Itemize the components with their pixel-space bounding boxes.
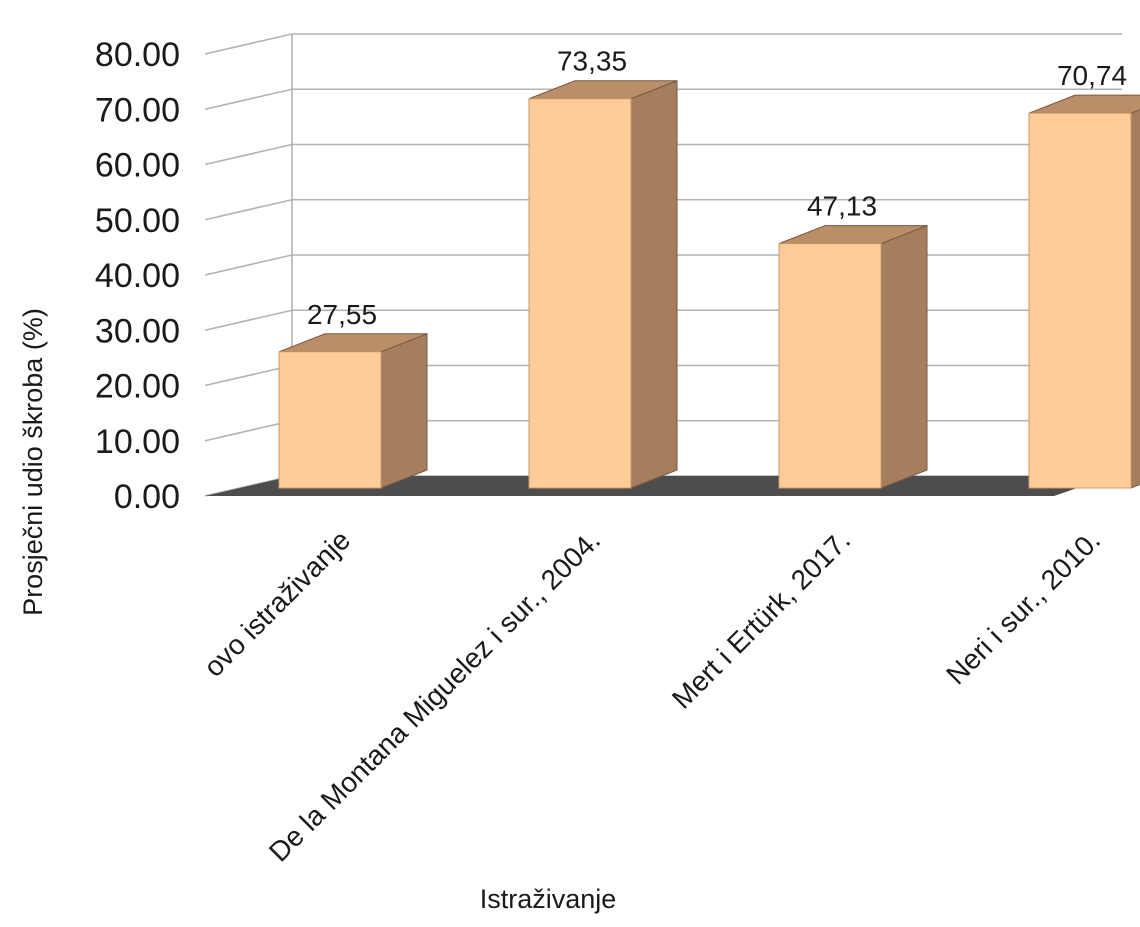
bar-top-face (1028, 94, 1140, 114)
gridline (204, 33, 1122, 55)
x-tick-label: ovo istraživanje (198, 524, 356, 682)
y-tick-label: 10.00 (95, 423, 180, 461)
bar (278, 351, 382, 489)
x-tick-label: Mert i Ertürk, 2017. (666, 524, 856, 714)
y-tick-label: 20.00 (95, 368, 180, 406)
y-tick-label: 80.00 (95, 36, 180, 74)
data-label: 47,13 (807, 191, 877, 222)
y-axis-title: Prosječni udio škroba (%) (18, 308, 48, 616)
data-labels: 27,55 73,35 47,13 70,74 (307, 46, 1127, 330)
y-tick-label: 40.00 (95, 257, 180, 295)
y-tick-label: 30.00 (95, 312, 180, 350)
data-label: 73,35 (557, 46, 627, 77)
bar-side-face (630, 80, 678, 489)
bar (528, 98, 632, 489)
y-tick-label: 0.00 (114, 478, 180, 516)
x-tick-label: Neri i sur., 2010. (940, 524, 1106, 690)
y-tick-labels: 0.00 10.00 20.00 30.00 40.00 50.00 60.00 70.00 8… (95, 36, 180, 516)
y-tick-label: 60.00 (95, 147, 180, 185)
bar-side-face (880, 224, 928, 489)
bars (278, 80, 1140, 489)
y-tick-label: 70.00 (95, 91, 180, 129)
y-tick-label: 50.00 (95, 202, 180, 240)
data-label: 70,74 (1057, 60, 1127, 91)
bar (1028, 112, 1132, 489)
bar (778, 243, 882, 489)
gridlines (204, 33, 1122, 497)
bar-side-face (1130, 109, 1140, 489)
data-label: 27,55 (307, 299, 377, 330)
bar-side-face (380, 333, 428, 489)
x-axis-title: Istraživanje (480, 884, 617, 914)
